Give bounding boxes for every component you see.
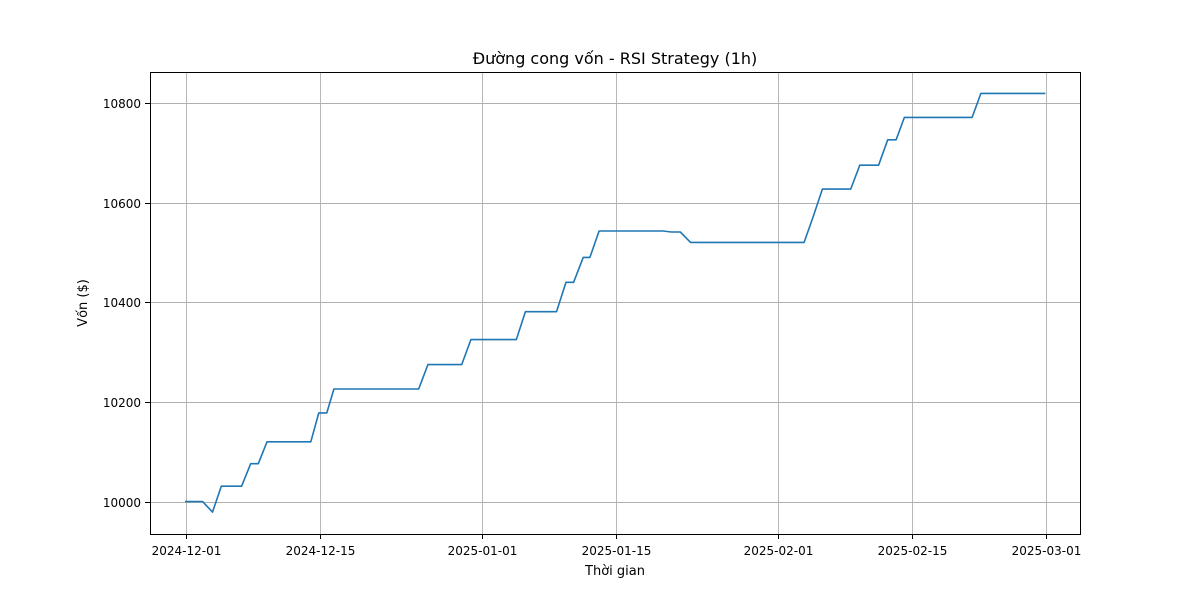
- y-tick-label: 10000: [103, 496, 141, 510]
- x-axis-label: Thời gian: [584, 564, 645, 579]
- x-tick-label: 2025-02-01: [744, 544, 814, 558]
- tick-layer: 2024-12-01 2024-12-15 2025-01-01 2025-01-15…: [103, 97, 1082, 558]
- y-tick-label: 10800: [103, 97, 141, 111]
- equity-series-line: [185, 92, 1046, 513]
- x-tick-label: 2025-03-01: [1012, 544, 1082, 558]
- y-tick-label: 10200: [103, 396, 141, 410]
- y-tick-label: 10400: [103, 296, 141, 310]
- x-tick-label: 2025-01-01: [448, 544, 518, 558]
- y-tick-label: 10600: [103, 197, 141, 211]
- x-tick-label: 2024-12-15: [286, 544, 356, 558]
- x-tick-label: 2024-12-01: [152, 544, 222, 558]
- plot-frame: [150, 72, 1081, 535]
- x-tick-label: 2025-02-15: [878, 544, 948, 558]
- y-axis-label: Vốn ($): [76, 279, 91, 327]
- chart-title: Đường cong vốn - RSI Strategy (1h): [473, 49, 758, 68]
- grid-layer: [150, 72, 1080, 534]
- x-tick-label: 2025-01-15: [582, 544, 652, 558]
- series-layer: [185, 92, 1046, 513]
